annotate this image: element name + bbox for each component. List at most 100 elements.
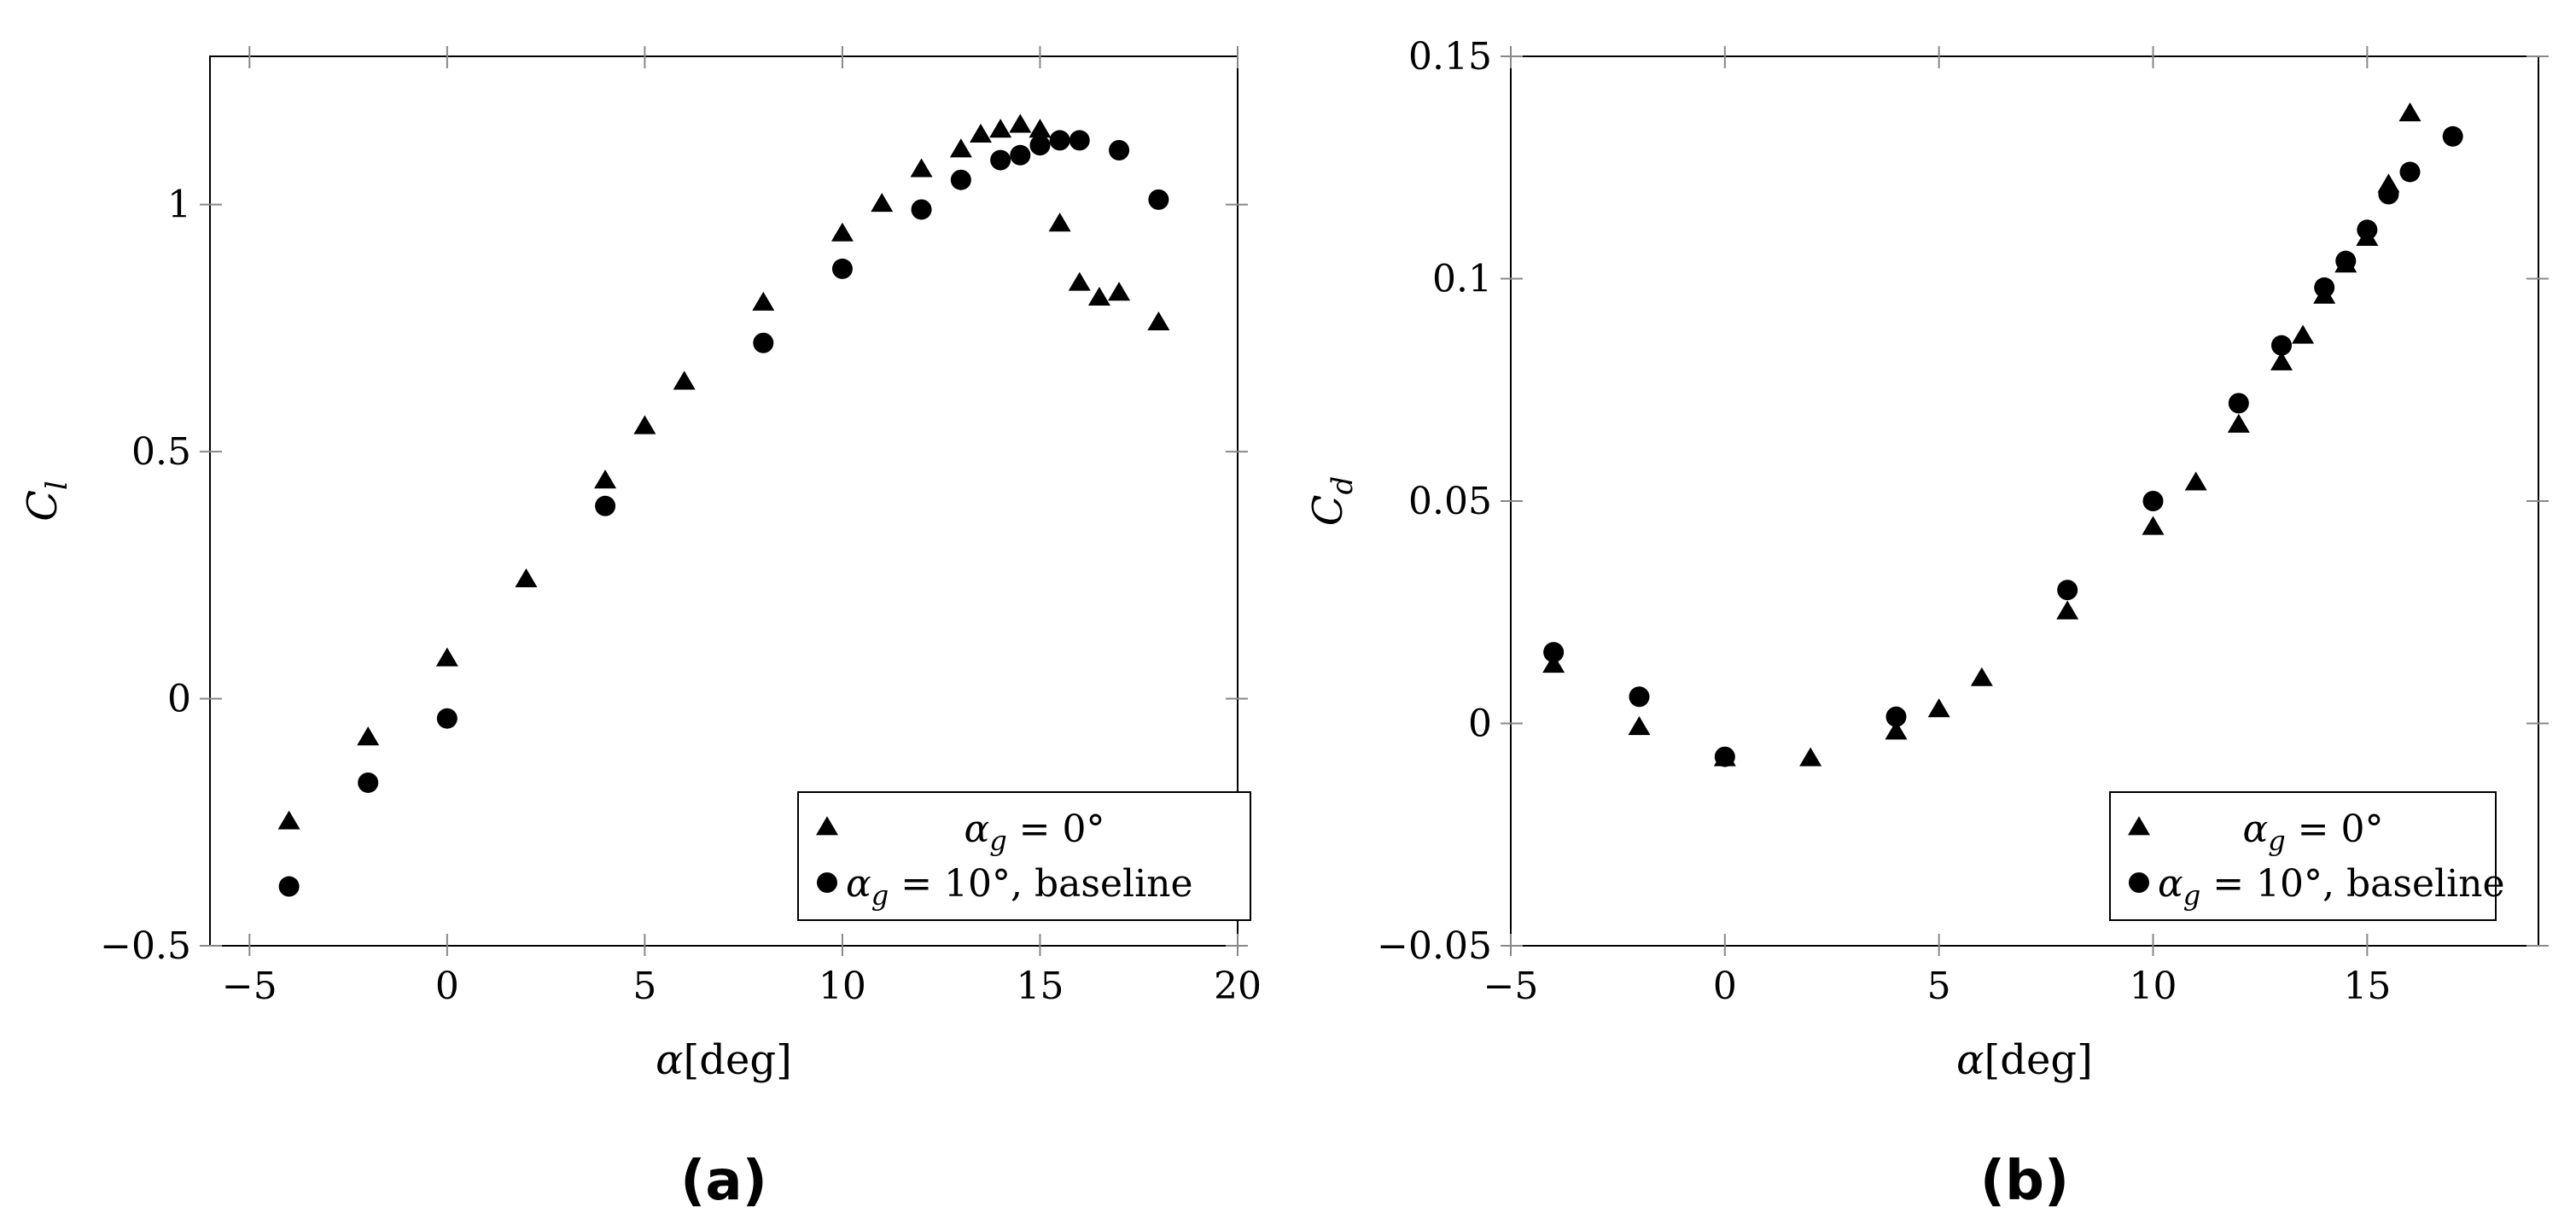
chart-a-circle-point — [358, 772, 379, 793]
chart-a-circle-point — [1010, 144, 1031, 166]
chart-a-triangle-point — [673, 370, 696, 390]
chart-a-triangle-point — [949, 138, 972, 158]
chart-a-triangle-point — [1029, 119, 1052, 138]
chart-b-circle-point — [2378, 184, 2399, 205]
chart-a-legend-box — [797, 791, 1251, 921]
chart-b-legend-marker-circle — [2129, 872, 2149, 893]
chart-b-legend-box — [2109, 791, 2497, 921]
chart-b-y-tick-label: −0.05 — [1377, 924, 1492, 968]
chart-a-plot-frame — [209, 55, 1238, 947]
chart-a-triangle-point — [1048, 213, 1071, 232]
chart-a-legend: αg = 0°αg = 10°, baseline — [797, 791, 1251, 921]
chart-a-triangle-point — [1068, 271, 1091, 291]
chart-b-x-tick-label: −5 — [1483, 965, 1539, 1008]
chart-b-triangle-point — [2184, 471, 2207, 491]
chart-a-circle-point — [753, 332, 774, 353]
chart-b-circle-point — [1714, 746, 1735, 767]
chart-a-x-tick-label: 15 — [1016, 965, 1064, 1008]
chart-b-x-tick-label: 15 — [2343, 965, 2391, 1008]
chart-a-triangle-point — [989, 119, 1012, 138]
chart-a-x-axis-symbol: α — [656, 1036, 683, 1084]
chart-b-circle-point — [1543, 642, 1565, 663]
chart-b-x-tick-label: 5 — [1927, 965, 1951, 1008]
chart-b-circle-point — [1885, 706, 1907, 727]
chart-a-panel-label: (a) — [680, 1150, 767, 1213]
chart-b-triangle-point — [2270, 351, 2293, 370]
chart-b-circle-point — [2271, 335, 2292, 356]
chart-b-x-tick-label: 10 — [2130, 965, 2177, 1008]
chart-b-y-axis-symbol: C — [1304, 495, 1352, 527]
chart-a-circle-point — [436, 708, 458, 729]
chart-a-triangle-point — [1147, 311, 1170, 330]
chart-a-series-alpha-g-0 — [277, 114, 1170, 830]
chart-b-circle-point — [2057, 580, 2078, 601]
chart-b-x-axis-unit: [deg] — [1984, 1036, 2093, 1084]
chart-b-series-alpha-g-10-baseline — [1543, 125, 2463, 767]
chart-a-y-axis-symbol: C — [19, 490, 67, 522]
chart-a-triangle-point — [830, 222, 854, 242]
chart-a-circle-point — [990, 149, 1011, 171]
chart-a-circle-point — [1069, 130, 1090, 151]
chart-b-y-tick-label: 0.1 — [1432, 258, 1492, 301]
chart-b-legend-entry: αg = 10°, baseline — [2158, 862, 2505, 912]
chart-b-y-tick-label: 0.15 — [1408, 35, 1492, 79]
chart-b-y-axis-label: Cd — [1304, 476, 1360, 527]
chart-b-circle-point — [2357, 219, 2378, 241]
chart-a-triangle-point — [633, 415, 656, 434]
chart-a-legend-entry: αg = 10°, baseline — [846, 862, 1193, 912]
chart-a-y-axis-subscript: l — [40, 481, 74, 490]
chart-a-circle-point — [950, 169, 971, 190]
chart-b-triangle-point — [2292, 324, 2315, 344]
chart-b-y-tick-label: 0.05 — [1408, 480, 1492, 523]
chart-b-triangle-point — [1885, 720, 1908, 740]
chart-a-x-tick-label: 10 — [819, 965, 866, 1008]
chart-a-x-axis-unit: [deg] — [684, 1036, 792, 1084]
chart-a-triangle-point — [871, 192, 894, 213]
chart-a-triangle-point — [910, 158, 933, 178]
chart-a-y-tick-label: 0.5 — [131, 430, 191, 474]
chart-a-legend-marker-triangle — [816, 816, 838, 836]
chart-a-series-alpha-g-10-baseline — [278, 130, 1169, 897]
chart-b-circle-point — [1629, 686, 1650, 708]
chart-b-x-tick-label: 0 — [1713, 965, 1737, 1008]
chart-a-x-tick-label: −5 — [222, 965, 277, 1008]
chart-a-y-tick-label: −0.5 — [100, 924, 191, 968]
chart-a-y-tick-label: 1 — [167, 184, 191, 227]
chart-a-triangle-point — [515, 568, 538, 588]
chart-a-circle-point — [1029, 135, 1051, 156]
chart-b-triangle-point — [2056, 600, 2079, 620]
chart-b-triangle-point — [2142, 516, 2165, 535]
chart-b-circle-point — [2399, 161, 2421, 183]
chart-b-y-axis-subscript: d — [1326, 476, 1360, 495]
chart-a-legend-entry: αg = 0° — [964, 807, 1104, 857]
chart-a-y-axis-label: Cl — [19, 481, 74, 522]
chart-b-y-tick-label: 0 — [1468, 702, 1492, 746]
chart-b-circle-point — [2335, 250, 2357, 271]
chart-b-legend-entry: αg = 0° — [2242, 807, 2383, 857]
chart-a-triangle-point — [594, 469, 617, 489]
chart-b-triangle-point — [1628, 716, 1651, 736]
chart-b-circle-point — [2142, 491, 2164, 511]
chart-a-y-tick-label: 0 — [167, 678, 191, 721]
chart-b-panel-label: (b) — [1980, 1150, 2069, 1213]
chart-b-triangle-point — [1799, 747, 1822, 767]
chart-a-triangle-point — [1087, 286, 1110, 306]
chart-b-circle-point — [2442, 125, 2463, 147]
chart-a-circle-point — [911, 199, 932, 220]
chart-a-x-tick-label: 0 — [435, 965, 459, 1008]
chart-a-triangle-point — [970, 123, 992, 143]
chart-b-triangle-point — [1542, 654, 1565, 673]
chart-a-circle-point — [1049, 130, 1070, 151]
chart-b-triangle-point — [2398, 102, 2422, 122]
chart-a-legend-marker-circle — [817, 872, 837, 893]
chart-b-triangle-point — [1970, 667, 1993, 686]
chart-a-triangle-point — [752, 291, 775, 311]
chart-b-triangle-point — [2227, 413, 2250, 433]
chart-a-triangle-point — [357, 726, 380, 746]
chart-a-x-tick-label: 5 — [632, 965, 656, 1008]
chart-a-x-tick-label: 20 — [1214, 965, 1262, 1008]
chart-a-triangle-point — [1108, 282, 1131, 301]
chart-b-circle-point — [2314, 277, 2335, 298]
chart-a-triangle-point — [277, 810, 300, 830]
